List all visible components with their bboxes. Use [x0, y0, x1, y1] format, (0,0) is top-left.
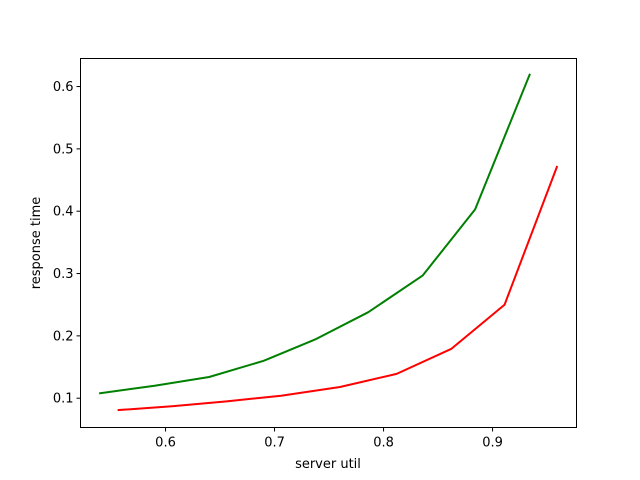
y-tick-label: 0.6 [53, 80, 74, 95]
x-axis-label: server util [295, 457, 361, 472]
x-tick-label: 0.6 [155, 436, 176, 451]
y-tick-label: 0.5 [53, 142, 74, 157]
plot-frame [80, 58, 577, 428]
series-line-2 [117, 165, 559, 412]
y-tick-label: 0.3 [53, 267, 74, 282]
x-tick-label: 0.8 [373, 436, 394, 451]
series-line-1 [98, 73, 531, 395]
y-tick-label: 0.4 [53, 205, 74, 220]
y-axis-label: response time [29, 197, 44, 290]
y-tick-label: 0.1 [53, 392, 74, 407]
y-tick-label: 0.2 [53, 329, 74, 344]
x-tick-label: 0.7 [264, 436, 285, 451]
x-tick-label: 0.9 [482, 436, 503, 451]
series-layer [98, 73, 559, 412]
tick-layer: 0.6 0.7 0.8 0.9 0.1 0.2 0.3 0.4 0.5 0.6 [53, 80, 503, 450]
